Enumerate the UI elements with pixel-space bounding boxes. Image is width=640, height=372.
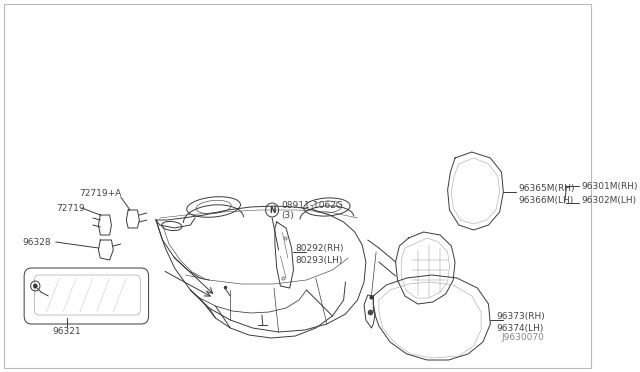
Text: N: N bbox=[269, 205, 275, 215]
Text: 72719+A: 72719+A bbox=[79, 189, 121, 198]
Text: J9630070: J9630070 bbox=[502, 334, 545, 343]
Text: 96328: 96328 bbox=[22, 237, 51, 247]
Text: 96365M(RH): 96365M(RH) bbox=[518, 183, 575, 192]
Circle shape bbox=[33, 283, 38, 289]
Text: (3): (3) bbox=[282, 211, 294, 219]
Text: 80293(LH): 80293(LH) bbox=[295, 256, 342, 264]
Text: 80292(RH): 80292(RH) bbox=[295, 244, 344, 253]
Text: 96302M(LH): 96302M(LH) bbox=[581, 196, 636, 205]
Text: 96301M(RH): 96301M(RH) bbox=[581, 182, 638, 190]
Text: 96321: 96321 bbox=[52, 327, 81, 337]
Text: 96366M(LH): 96366M(LH) bbox=[518, 196, 573, 205]
Text: 96373(RH): 96373(RH) bbox=[496, 311, 545, 321]
Text: 08911-1062G: 08911-1062G bbox=[282, 201, 343, 209]
Text: 96374(LH): 96374(LH) bbox=[496, 324, 543, 333]
Text: 72719: 72719 bbox=[56, 203, 84, 212]
